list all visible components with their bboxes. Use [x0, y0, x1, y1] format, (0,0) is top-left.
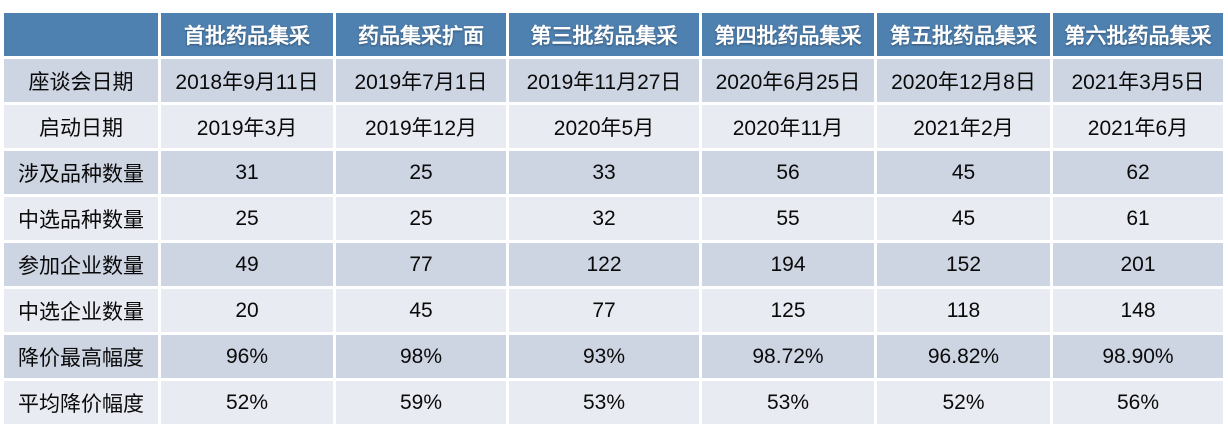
data-cell: 98%: [336, 335, 506, 378]
data-cell: 2019年11月27日: [509, 59, 699, 102]
data-cell: 53%: [702, 381, 874, 424]
table-row-avg-price-cut: 平均降价幅度 52% 59% 53% 53% 52% 56%: [4, 381, 1223, 424]
table-row-max-price-cut: 降价最高幅度 96% 98% 93% 98.72% 96.82% 98.90%: [4, 335, 1223, 378]
row-label: 参加企业数量: [4, 243, 158, 286]
header-row: 首批药品集采 药品集采扩面 第三批药品集采 第四批药品集采 第五批药品集采 第六…: [4, 13, 1223, 56]
data-cell: 2019年7月1日: [336, 59, 506, 102]
data-cell: 2020年11月: [702, 105, 874, 148]
data-cell: 25: [336, 197, 506, 240]
data-cell: 2020年5月: [509, 105, 699, 148]
data-cell: 56%: [1053, 381, 1223, 424]
data-cell: 25: [161, 197, 333, 240]
data-cell: 52%: [161, 381, 333, 424]
row-label: 涉及品种数量: [4, 151, 158, 194]
table-row-varieties-involved: 涉及品种数量 31 25 33 56 45 62: [4, 151, 1223, 194]
data-cell: 2021年2月: [877, 105, 1050, 148]
header-cell-batch1: 首批药品集采: [161, 13, 333, 56]
data-cell: 33: [509, 151, 699, 194]
data-cell: 31: [161, 151, 333, 194]
header-cell-batch4: 第四批药品集采: [702, 13, 874, 56]
data-cell: 77: [509, 289, 699, 332]
data-cell: 2019年12月: [336, 105, 506, 148]
row-label: 中选品种数量: [4, 197, 158, 240]
data-cell: 125: [702, 289, 874, 332]
data-cell: 61: [1053, 197, 1223, 240]
table-row-launch-date: 启动日期 2019年3月 2019年12月 2020年5月 2020年11月 2…: [4, 105, 1223, 148]
data-cell: 201: [1053, 243, 1223, 286]
data-cell: 2020年6月25日: [702, 59, 874, 102]
data-cell: 59%: [336, 381, 506, 424]
table-row-enterprises-participating: 参加企业数量 49 77 122 194 152 201: [4, 243, 1223, 286]
row-label: 座谈会日期: [4, 59, 158, 102]
data-cell: 148: [1053, 289, 1223, 332]
data-cell: 55: [702, 197, 874, 240]
data-cell: 93%: [509, 335, 699, 378]
header-cell-batch3: 第三批药品集采: [509, 13, 699, 56]
row-label: 中选企业数量: [4, 289, 158, 332]
data-cell: 152: [877, 243, 1050, 286]
data-cell: 98.72%: [702, 335, 874, 378]
data-cell: 122: [509, 243, 699, 286]
data-cell: 2020年12月8日: [877, 59, 1050, 102]
data-cell: 53%: [509, 381, 699, 424]
header-cell-batch6: 第六批药品集采: [1053, 13, 1223, 56]
data-cell: 56: [702, 151, 874, 194]
header-cell-batch2: 药品集采扩面: [336, 13, 506, 56]
row-label: 降价最高幅度: [4, 335, 158, 378]
table-row-enterprises-selected: 中选企业数量 20 45 77 125 118 148: [4, 289, 1223, 332]
header-cell-batch5: 第五批药品集采: [877, 13, 1050, 56]
data-cell: 96%: [161, 335, 333, 378]
data-cell: 2021年3月5日: [1053, 59, 1223, 102]
data-cell: 194: [702, 243, 874, 286]
data-cell: 96.82%: [877, 335, 1050, 378]
data-cell: 2019年3月: [161, 105, 333, 148]
data-cell: 52%: [877, 381, 1050, 424]
data-cell: 62: [1053, 151, 1223, 194]
data-cell: 118: [877, 289, 1050, 332]
data-cell: 20: [161, 289, 333, 332]
row-label: 启动日期: [4, 105, 158, 148]
data-cell: 77: [336, 243, 506, 286]
corner-cell: [4, 13, 158, 56]
row-label: 平均降价幅度: [4, 381, 158, 424]
data-cell: 2018年9月11日: [161, 59, 333, 102]
table-row-meeting-date: 座谈会日期 2018年9月11日 2019年7月1日 2019年11月27日 2…: [4, 59, 1223, 102]
data-cell: 25: [336, 151, 506, 194]
data-cell: 45: [877, 197, 1050, 240]
data-cell: 45: [877, 151, 1050, 194]
data-cell: 2021年6月: [1053, 105, 1223, 148]
data-cell: 49: [161, 243, 333, 286]
procurement-table: 首批药品集采 药品集采扩面 第三批药品集采 第四批药品集采 第五批药品集采 第六…: [1, 10, 1226, 427]
data-cell: 45: [336, 289, 506, 332]
data-cell: 32: [509, 197, 699, 240]
data-cell: 98.90%: [1053, 335, 1223, 378]
table-row-varieties-selected: 中选品种数量 25 25 32 55 45 61: [4, 197, 1223, 240]
